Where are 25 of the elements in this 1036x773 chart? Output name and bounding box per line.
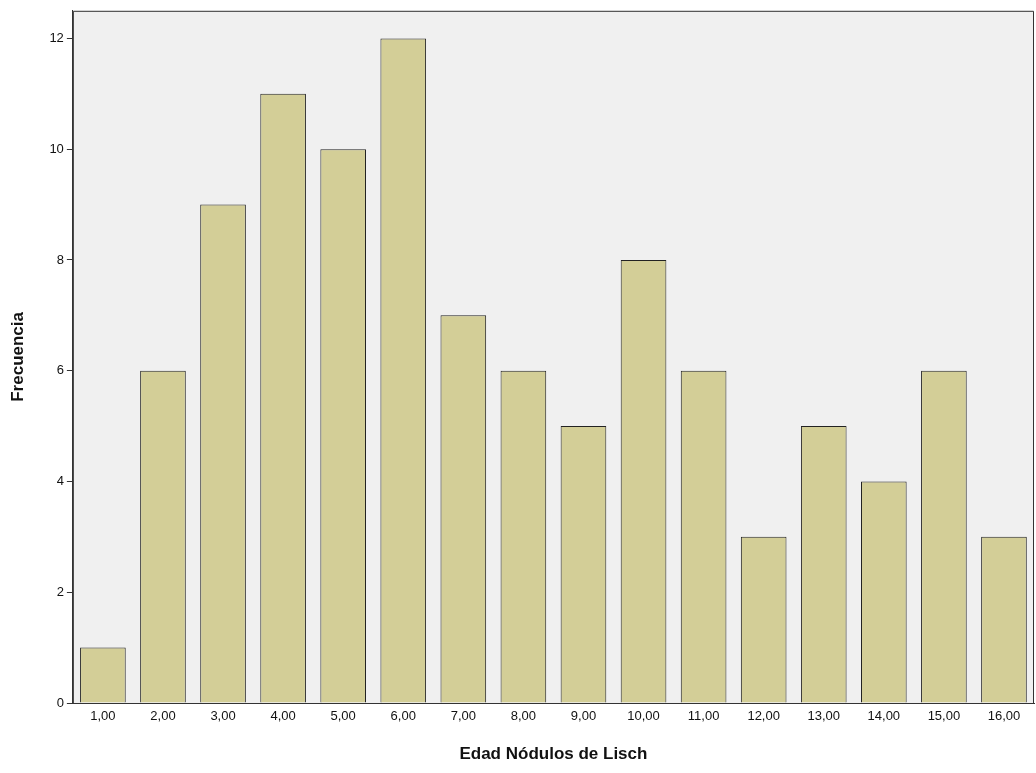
x-tick-label: 15,00 xyxy=(927,708,961,724)
x-tick-label: 6,00 xyxy=(390,708,416,724)
x-tick-label: 14,00 xyxy=(867,708,901,724)
y-tick-label: 10 xyxy=(49,140,64,156)
y-axis-title: Frecuencia xyxy=(7,311,27,402)
y-tick-label: 4 xyxy=(56,473,64,489)
x-tick-label: 12,00 xyxy=(747,708,780,724)
y-tick-label: 0 xyxy=(56,694,64,710)
y-tick-label: 8 xyxy=(56,251,64,267)
x-tick-label: 16,00 xyxy=(987,708,1021,724)
x-tick-label: 11,00 xyxy=(687,708,720,724)
x-tick-label: 1,00 xyxy=(90,708,116,724)
x-tick-label: 7,00 xyxy=(450,708,476,724)
x-tick-label: 13,00 xyxy=(807,708,841,724)
x-tick-label: 8,00 xyxy=(510,708,537,724)
x-tick-label: 3,00 xyxy=(210,708,236,724)
x-tick-label: 5,00 xyxy=(330,708,356,724)
y-tick-label: 2 xyxy=(56,583,64,599)
x-tick-label: 2,00 xyxy=(150,708,176,724)
y-tick-label: 12 xyxy=(49,30,64,46)
x-tick-label: 4,00 xyxy=(270,708,296,724)
y-tick-label: 6 xyxy=(56,362,64,378)
x-axis-title: Edad Nódulos de Lisch xyxy=(459,744,648,764)
x-tick-label: 10,00 xyxy=(627,708,660,724)
x-tick-label: 9,00 xyxy=(570,708,597,724)
